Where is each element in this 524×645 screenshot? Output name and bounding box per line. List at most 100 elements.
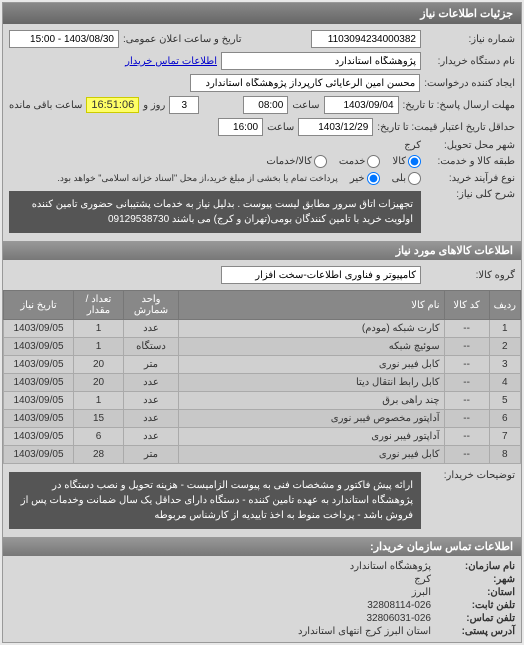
table-row[interactable]: 8--کابل فیبر نوریمتر281403/09/05 bbox=[4, 446, 521, 464]
cell-unit: دستگاه bbox=[124, 338, 179, 356]
col-date: تاریخ نیاز bbox=[4, 291, 74, 320]
validity-date-field[interactable] bbox=[298, 118, 373, 136]
cell-name: کابل فیبر نوری bbox=[179, 446, 445, 464]
countdown: 16:51:06 bbox=[86, 97, 139, 113]
cell-idx: 2 bbox=[489, 338, 520, 356]
cell-qty: 1 bbox=[74, 392, 124, 410]
table-row[interactable]: 3--کابل فیبر نوریمتر201403/09/05 bbox=[4, 356, 521, 374]
radio-service[interactable]: خدمت bbox=[339, 155, 381, 168]
radio-both[interactable]: کالا/خدمات bbox=[266, 155, 327, 168]
cell-date: 1403/09/05 bbox=[4, 446, 74, 464]
days-remain-field bbox=[169, 96, 199, 114]
cell-code: -- bbox=[444, 374, 489, 392]
group-field[interactable] bbox=[221, 266, 421, 284]
cell-idx: 3 bbox=[489, 356, 520, 374]
radio-no[interactable]: خیر bbox=[350, 172, 380, 185]
f-addr-label: آدرس پستی: bbox=[435, 626, 515, 637]
group-label: گروه کالا: bbox=[425, 270, 515, 281]
panel-title: جزئیات اطلاعات نیاز bbox=[3, 3, 521, 24]
cell-qty: 28 bbox=[74, 446, 124, 464]
remain-label: ساعت باقی مانده bbox=[9, 100, 82, 111]
cell-qty: 1 bbox=[74, 320, 124, 338]
cell-date: 1403/09/05 bbox=[4, 338, 74, 356]
items-table: ردیف کد کالا نام کالا واحد شمارش تعداد /… bbox=[3, 290, 521, 464]
cell-unit: عدد bbox=[124, 374, 179, 392]
deadline-time-field[interactable] bbox=[243, 96, 288, 114]
radio-yes[interactable]: بلی bbox=[392, 172, 421, 185]
cell-code: -- bbox=[444, 410, 489, 428]
cell-code: -- bbox=[444, 428, 489, 446]
cell-code: -- bbox=[444, 446, 489, 464]
f-province-label: استان: bbox=[435, 587, 515, 598]
f-addr: استان البرز کرج انتهای استاندارد bbox=[298, 626, 431, 637]
cell-date: 1403/09/05 bbox=[4, 428, 74, 446]
cell-name: آداپتور مخصوص فیبر نوری bbox=[179, 410, 445, 428]
cell-unit: عدد bbox=[124, 428, 179, 446]
validity-time-field[interactable] bbox=[218, 118, 263, 136]
cell-qty: 20 bbox=[74, 356, 124, 374]
goods-type-label: طبقه کالا و خدمت: bbox=[425, 156, 515, 167]
cell-date: 1403/09/05 bbox=[4, 320, 74, 338]
cell-name: چند راهی برق bbox=[179, 392, 445, 410]
days-word: روز و bbox=[143, 100, 165, 111]
table-row[interactable]: 1--کارت شبکه (مودم)عدد11403/09/05 bbox=[4, 320, 521, 338]
cell-unit: متر bbox=[124, 356, 179, 374]
cell-idx: 1 bbox=[489, 320, 520, 338]
table-row[interactable]: 4--کابل رابط انتقال دیتاعدد201403/09/05 bbox=[4, 374, 521, 392]
buyer-org-label: نام دستگاه خریدار: bbox=[425, 56, 515, 67]
col-code: کد کالا bbox=[444, 291, 489, 320]
delivery-city-label: شهر محل تحویل: bbox=[425, 140, 515, 151]
cell-qty: 1 bbox=[74, 338, 124, 356]
creator-field[interactable] bbox=[190, 74, 420, 92]
cell-unit: عدد bbox=[124, 320, 179, 338]
deadline-date-field[interactable] bbox=[324, 96, 399, 114]
cell-name: کارت شبکه (مودم) bbox=[179, 320, 445, 338]
f-phone: 32808114-026 bbox=[367, 600, 431, 611]
cell-code: -- bbox=[444, 338, 489, 356]
process-type-label: نوع فرآیند خرید: bbox=[425, 173, 515, 184]
need-no-field[interactable] bbox=[311, 30, 421, 48]
time-label-1: ساعت bbox=[292, 100, 319, 111]
cell-date: 1403/09/05 bbox=[4, 374, 74, 392]
notes-label: توضیحات خریدار: bbox=[425, 470, 515, 481]
cell-idx: 7 bbox=[489, 428, 520, 446]
table-row[interactable]: 5--چند راهی برقعدد11403/09/05 bbox=[4, 392, 521, 410]
radio-goods[interactable]: کالا bbox=[392, 155, 421, 168]
cell-code: -- bbox=[444, 392, 489, 410]
cell-name: سوئیچ شبکه bbox=[179, 338, 445, 356]
need-no-label: شماره نیاز: bbox=[425, 34, 515, 45]
cell-unit: عدد bbox=[124, 392, 179, 410]
announce-date-field[interactable] bbox=[9, 30, 119, 48]
delivery-city-value: کرج bbox=[404, 140, 421, 151]
cell-idx: 4 bbox=[489, 374, 520, 392]
cell-code: -- bbox=[444, 356, 489, 374]
cell-unit: عدد bbox=[124, 410, 179, 428]
buyer-org-field[interactable] bbox=[221, 52, 421, 70]
creator-label: ایجاد کننده درخواست: bbox=[424, 78, 515, 89]
cell-idx: 8 bbox=[489, 446, 520, 464]
buyer-contact-link[interactable]: اطلاعات تماس خریدار bbox=[125, 56, 217, 67]
table-row[interactable]: 2--سوئیچ شبکهدستگاه11403/09/05 bbox=[4, 338, 521, 356]
notes-text: ارائه پیش فاکتور و مشخصات فنی به پیوست ا… bbox=[9, 472, 421, 529]
f-phone-label: تلفن ثابت: bbox=[435, 600, 515, 611]
footer-header: اطلاعات تماس سازمان خریدار: bbox=[3, 537, 521, 556]
table-row[interactable]: 6--آداپتور مخصوص فیبر نوریعدد151403/09/0… bbox=[4, 410, 521, 428]
cell-date: 1403/09/05 bbox=[4, 410, 74, 428]
f-fax: 32806031-026 bbox=[366, 613, 431, 624]
table-row[interactable]: 7--آداپتور فیبر نوریعدد61403/09/05 bbox=[4, 428, 521, 446]
f-org-label: نام سازمان: bbox=[435, 561, 515, 572]
desc-text: تجهیزات اتاق سرور مطابق لیست پیوست . بدل… bbox=[9, 191, 421, 233]
cell-unit: متر bbox=[124, 446, 179, 464]
f-org: پژوهشگاه استاندارد bbox=[350, 561, 431, 572]
full-pay-note: پرداخت تمام یا بخشی از مبلغ خرید،از محل … bbox=[57, 173, 337, 184]
col-unit: واحد شمارش bbox=[124, 291, 179, 320]
cell-qty: 20 bbox=[74, 374, 124, 392]
cell-qty: 6 bbox=[74, 428, 124, 446]
cell-date: 1403/09/05 bbox=[4, 356, 74, 374]
deadline-send-label: مهلت ارسال پاسخ: تا تاریخ: bbox=[403, 100, 515, 111]
cell-name: کابل فیبر نوری bbox=[179, 356, 445, 374]
f-fax-label: تلفن تماس: bbox=[435, 613, 515, 624]
cell-name: کابل رابط انتقال دیتا bbox=[179, 374, 445, 392]
cell-name: آداپتور فیبر نوری bbox=[179, 428, 445, 446]
f-province: البرز bbox=[412, 587, 431, 598]
